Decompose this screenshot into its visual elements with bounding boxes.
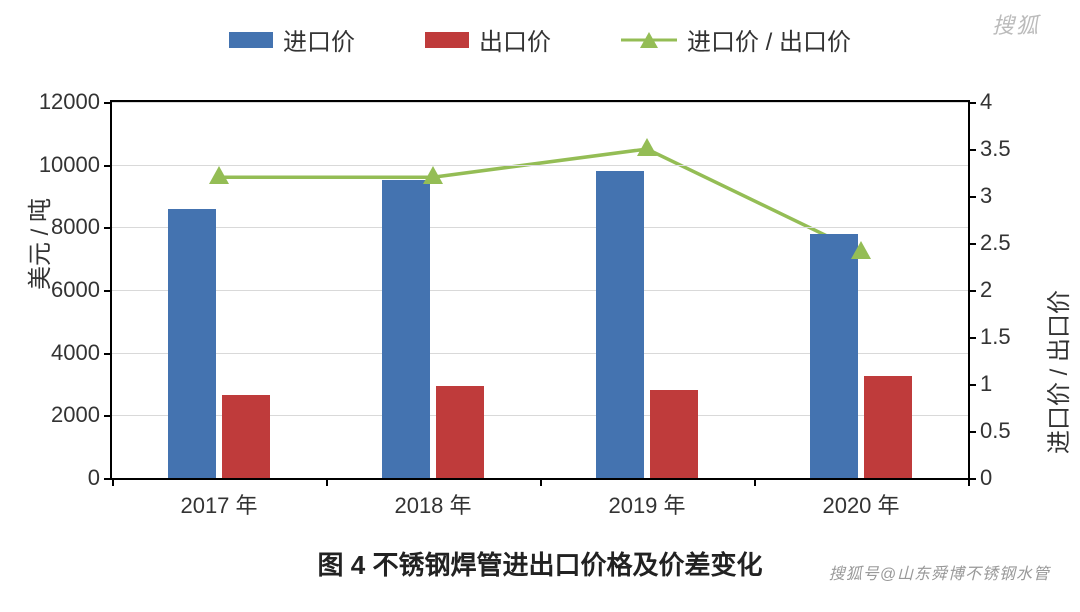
y-left-tick: 4000: [20, 340, 100, 366]
y-left-tick: 12000: [20, 89, 100, 115]
bar-export: [864, 376, 912, 478]
x-category-label: 2019 年: [608, 488, 685, 520]
plot-area: 02000400060008000100001200000.511.522.53…: [110, 100, 970, 480]
bar-import: [810, 234, 858, 478]
legend-label-import: 进口价: [283, 22, 355, 57]
chart-container: 搜狐 进口价 出口价 进口价 / 出口价 0200040006000800010…: [0, 0, 1080, 612]
y-right-tick: 2.5: [980, 230, 1040, 256]
y-right-tick: 0.5: [980, 418, 1040, 444]
legend-swatch-ratio: [621, 30, 677, 50]
x-category-label: 2020 年: [822, 488, 899, 520]
ratio-marker-triangle-icon: [423, 166, 443, 184]
y-right-tick: 3.5: [980, 136, 1040, 162]
watermark-right: 搜狐号@山东舜博不锈钢水管: [829, 560, 1050, 584]
gridline: [112, 165, 968, 166]
y-left-tick: 10000: [20, 152, 100, 178]
legend-label-ratio: 进口价 / 出口价: [687, 22, 851, 57]
legend-swatch-export: [425, 32, 469, 48]
bar-import: [382, 180, 430, 478]
y-right-tick: 4: [980, 89, 1040, 115]
y-right-tick: 3: [980, 183, 1040, 209]
legend-item-import: 进口价: [229, 22, 355, 57]
legend-item-ratio: 进口价 / 出口价: [621, 22, 851, 57]
ratio-marker-triangle-icon: [209, 166, 229, 184]
y-left-tick: 2000: [20, 402, 100, 428]
bar-import: [596, 171, 644, 478]
bar-export: [436, 386, 484, 478]
x-category-label: 2018 年: [394, 488, 471, 520]
bar-export: [222, 395, 270, 478]
y-right-tick: 1.5: [980, 324, 1040, 350]
y-left-tick: 0: [20, 465, 100, 491]
legend-item-export: 出口价: [425, 22, 551, 57]
gridline: [112, 227, 968, 228]
x-category-label: 2017 年: [180, 488, 257, 520]
legend: 进口价 出口价 进口价 / 出口价: [0, 22, 1080, 57]
bar-import: [168, 209, 216, 478]
bar-export: [650, 390, 698, 478]
y-right-tick: 0: [980, 465, 1040, 491]
y-right-tick: 1: [980, 371, 1040, 397]
legend-swatch-import: [229, 32, 273, 48]
ratio-marker-triangle-icon: [851, 241, 871, 259]
gridline: [112, 102, 968, 103]
y-axis-left-label: 美元 / 吨: [20, 198, 55, 290]
y-axis-right-label: 进口价 / 出口价: [1039, 290, 1074, 454]
y-right-tick: 2: [980, 277, 1040, 303]
ratio-marker-triangle-icon: [637, 138, 657, 156]
legend-label-export: 出口价: [479, 22, 551, 57]
